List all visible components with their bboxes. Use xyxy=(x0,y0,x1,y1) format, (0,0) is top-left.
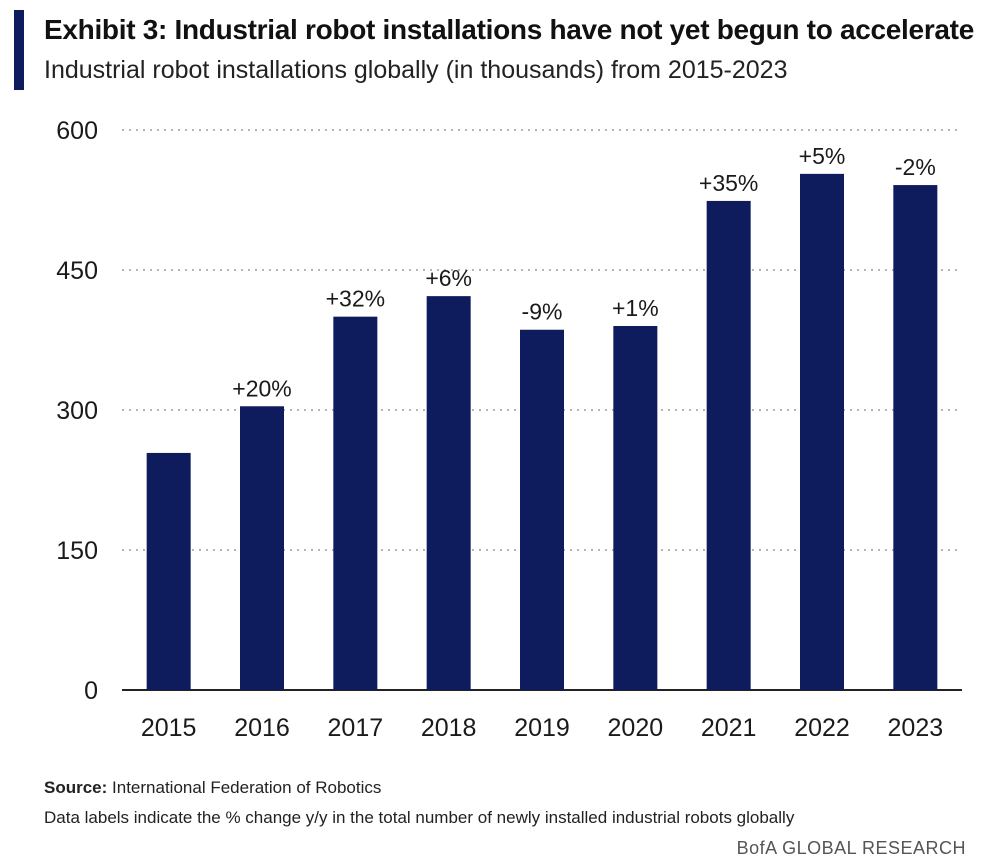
x-tick-label: 2015 xyxy=(141,714,197,742)
bar xyxy=(800,173,844,690)
data-label: -9% xyxy=(522,299,563,325)
brand-label: BofA GLOBAL RESEARCH xyxy=(736,838,966,858)
data-label: +35% xyxy=(699,170,758,196)
x-tick-label: 2020 xyxy=(608,714,664,742)
bar xyxy=(333,316,378,690)
bar xyxy=(520,329,564,690)
bar xyxy=(893,185,938,691)
footnote: Data labels indicate the % change y/y in… xyxy=(44,808,795,827)
data-label: +32% xyxy=(326,286,385,312)
source-line: Source: International Federation of Robo… xyxy=(44,778,381,798)
x-tick-label: 2018 xyxy=(421,714,477,742)
chart-title: Exhibit 3: Industrial robot installation… xyxy=(44,14,974,45)
y-tick-label: 300 xyxy=(56,397,98,425)
data-label: +5% xyxy=(799,143,846,169)
source-label: Source: xyxy=(44,778,108,797)
data-label: -2% xyxy=(895,154,936,180)
title-accent-bar xyxy=(14,10,24,90)
bar xyxy=(240,406,284,690)
y-tick-label: 150 xyxy=(56,537,98,565)
x-tick-label: 2017 xyxy=(328,714,384,742)
data-label: +20% xyxy=(232,375,291,401)
bar xyxy=(706,200,751,690)
chart-subtitle: Industrial robot installations globally … xyxy=(44,56,788,84)
x-tick-label: 2023 xyxy=(888,714,944,742)
y-tick-label: 600 xyxy=(56,117,98,145)
data-label: +1% xyxy=(612,295,659,321)
x-tick-label: 2016 xyxy=(234,714,290,742)
y-tick-label: 0 xyxy=(84,677,98,705)
bar xyxy=(426,296,471,690)
x-tick-label: 2019 xyxy=(514,714,570,742)
y-tick-label: 450 xyxy=(56,257,98,285)
x-tick-label: 2022 xyxy=(794,714,850,742)
bar xyxy=(613,326,658,690)
source-text: International Federation of Robotics xyxy=(112,778,382,797)
bar xyxy=(146,452,191,690)
x-tick-label: 2021 xyxy=(701,714,757,742)
data-label: +6% xyxy=(425,265,472,291)
